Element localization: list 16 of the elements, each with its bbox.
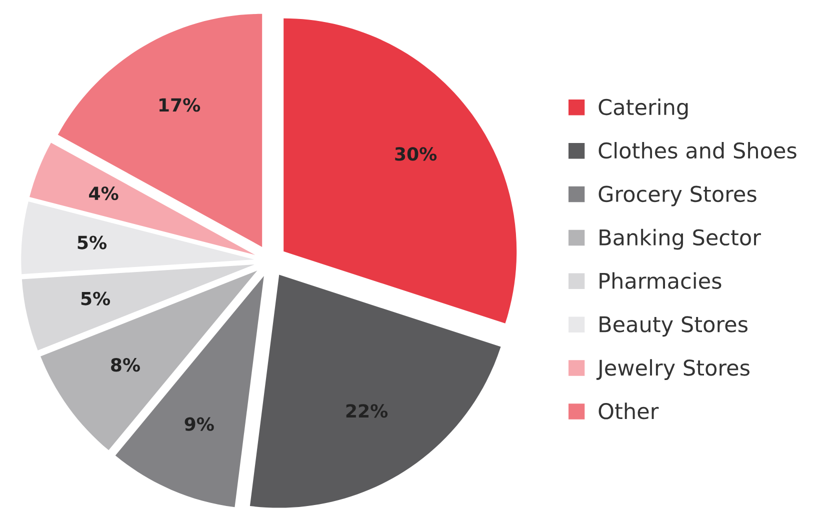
data-label: 17%	[159, 98, 200, 112]
legend-label: Pharmacies	[600, 272, 722, 289]
data-label: 5%	[78, 236, 107, 250]
legend-label: Grocery Stores	[598, 186, 756, 206]
legend-label: Other	[598, 402, 659, 420]
legend-label: Jewelry Stores	[596, 359, 750, 380]
legend-label: Clothes and Shoes	[598, 142, 796, 159]
legend-label: Catering	[598, 98, 688, 120]
data-label: 4%	[89, 186, 118, 200]
data-label: 22%	[346, 404, 388, 418]
data-label: 5%	[81, 292, 110, 306]
data-label: 9%	[184, 417, 214, 431]
data-label: 8%	[111, 358, 140, 372]
data-label: 30%	[395, 147, 437, 161]
legend-label: Banking Sector	[600, 228, 761, 250]
legend-label: Beauty Stores	[600, 316, 748, 337]
